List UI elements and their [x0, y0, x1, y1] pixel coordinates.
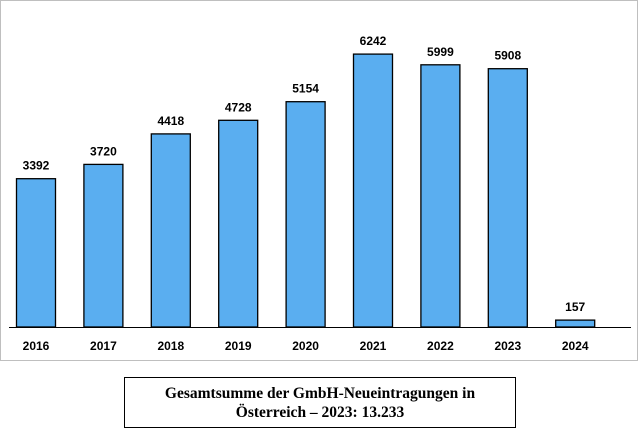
value-label-2017: 3720: [90, 144, 117, 158]
bar-2017: [83, 163, 124, 328]
bar-2022: [420, 64, 461, 328]
chart-area: 3392 3720 4418 4728 5154 6242 5999 5908 157 2016…: [0, 0, 638, 361]
x-tick-label-2018: 2018: [157, 339, 184, 353]
value-label-2023: 5908: [494, 49, 521, 63]
value-label-2022: 5999: [427, 45, 454, 59]
x-tick-label-2017: 2017: [90, 339, 117, 353]
bar-2018: [150, 133, 191, 328]
bars-group: [15, 53, 596, 328]
bar-2024: [555, 319, 596, 328]
value-label-2020: 5154: [292, 82, 319, 96]
value-label-2024: 157: [565, 300, 585, 314]
x-tick-label-2020: 2020: [292, 339, 319, 353]
x-tick-label-2023: 2023: [494, 339, 521, 353]
x-tick-label-2021: 2021: [360, 339, 387, 353]
x-tick-label-2019: 2019: [225, 339, 252, 353]
caption-line-1: Gesamtsumme der GmbH-Neueintragungen in: [164, 384, 476, 402]
value-label-2018: 4418: [157, 114, 184, 128]
value-label-2019: 4728: [225, 100, 252, 114]
x-tick-label-2016: 2016: [23, 339, 50, 353]
bar-2023: [487, 68, 528, 328]
bar-2021: [352, 53, 394, 328]
bar-2020: [285, 101, 326, 328]
x-axis-tick-labels: 2016 2017 2018 2019 2020 2021 2022 2023 2024: [23, 339, 589, 353]
value-labels-group: 3392 3720 4418 4728 5154 6242 5999 5908 157: [23, 34, 586, 314]
summary-caption-box: Gesamtsumme der GmbH-Neueintragungen in …: [124, 377, 516, 428]
x-tick-label-2024: 2024: [562, 339, 589, 353]
bar-2019: [218, 119, 259, 328]
caption-line-2: Österreich – 2023: 13.233: [235, 403, 405, 421]
x-tick-label-2022: 2022: [427, 339, 454, 353]
value-label-2021: 6242: [360, 34, 387, 48]
bar-2016: [15, 178, 57, 328]
value-label-2016: 3392: [23, 159, 50, 173]
bar-chart: 3392 3720 4418 4728 5154 6242 5999 5908 157 2016…: [9, 34, 631, 353]
